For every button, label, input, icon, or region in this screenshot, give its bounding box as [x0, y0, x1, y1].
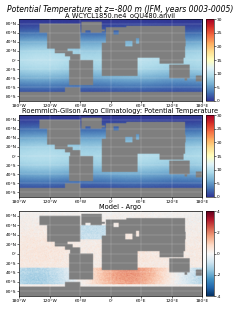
Text: Roemmich-Gilson Argo Climatology: Potential Temperature: Roemmich-Gilson Argo Climatology: Potent…: [22, 108, 219, 114]
Text: Potential Temperature at z=-800 m (JFM, years 0003-0005): Potential Temperature at z=-800 m (JFM, …: [7, 5, 234, 14]
Text: A_WCYCL1850.ne4_oQU480.anvil: A_WCYCL1850.ne4_oQU480.anvil: [65, 12, 176, 19]
Text: Model - Argo: Model - Argo: [100, 204, 141, 210]
